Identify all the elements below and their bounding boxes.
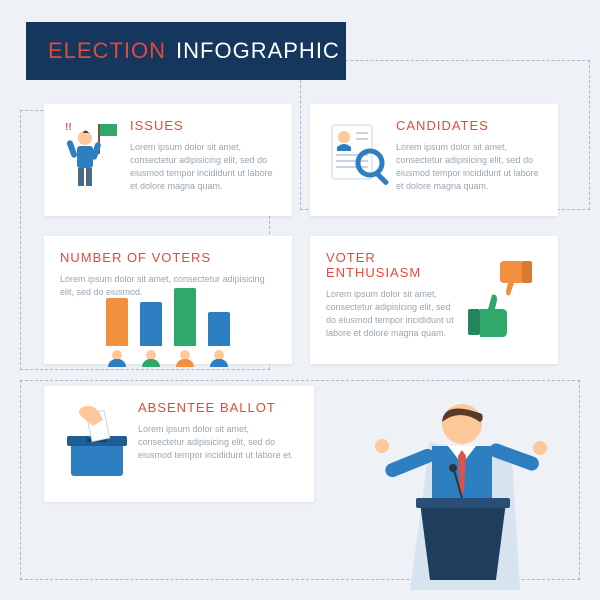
card-enthusiasm-body: Lorem ipsum dolor sit amet, consectetur … [326,288,462,340]
header-word-1: ELECTION [48,38,166,64]
card-issues: !! ISSUES Lorem ipsum dolor sit amet, co… [44,104,292,216]
card-enthusiasm: VOTER ENTHUSIASM Lorem ipsum dolor sit a… [310,236,558,364]
card-voters-body: Lorem ipsum dolor sit amet, consectetur … [60,273,276,299]
card-voters: NUMBER OF VOTERS Lorem ipsum dolor sit a… [44,236,292,364]
voters-bar-chart [60,307,276,367]
card-ballot: ABSENTEE BALLOT Lorem ipsum dolor sit am… [44,386,314,502]
card-issues-body: Lorem ipsum dolor sit amet, consectetur … [130,141,276,193]
header-bar: ELECTION INFOGRAPHIC [26,22,346,80]
voters-bar [106,298,128,367]
card-candidates: CANDIDATES Lorem ipsum dolor sit amet, c… [310,104,558,216]
speaker-figure [370,390,560,580]
card-enthusiasm-title: VOTER ENTHUSIASM [326,250,462,280]
card-candidates-title: CANDIDATES [396,118,542,133]
resume-magnifier-icon [326,118,396,202]
card-candidates-body: Lorem ipsum dolor sit amet, consectetur … [396,141,542,193]
card-ballot-body: Lorem ipsum dolor sit amet, consectetur … [138,423,298,462]
card-issues-title: ISSUES [130,118,276,133]
svg-text:!!: !! [65,122,72,133]
ballot-box-icon [60,400,138,488]
voters-bar [174,288,196,367]
card-ballot-title: ABSENTEE BALLOT [138,400,298,415]
protester-icon: !! [60,118,130,202]
thumbs-icon [462,250,542,350]
voters-bar [208,312,230,367]
voters-bar [140,302,162,367]
header-word-2: INFOGRAPHIC [176,38,340,64]
card-voters-title: NUMBER OF VOTERS [60,250,276,265]
